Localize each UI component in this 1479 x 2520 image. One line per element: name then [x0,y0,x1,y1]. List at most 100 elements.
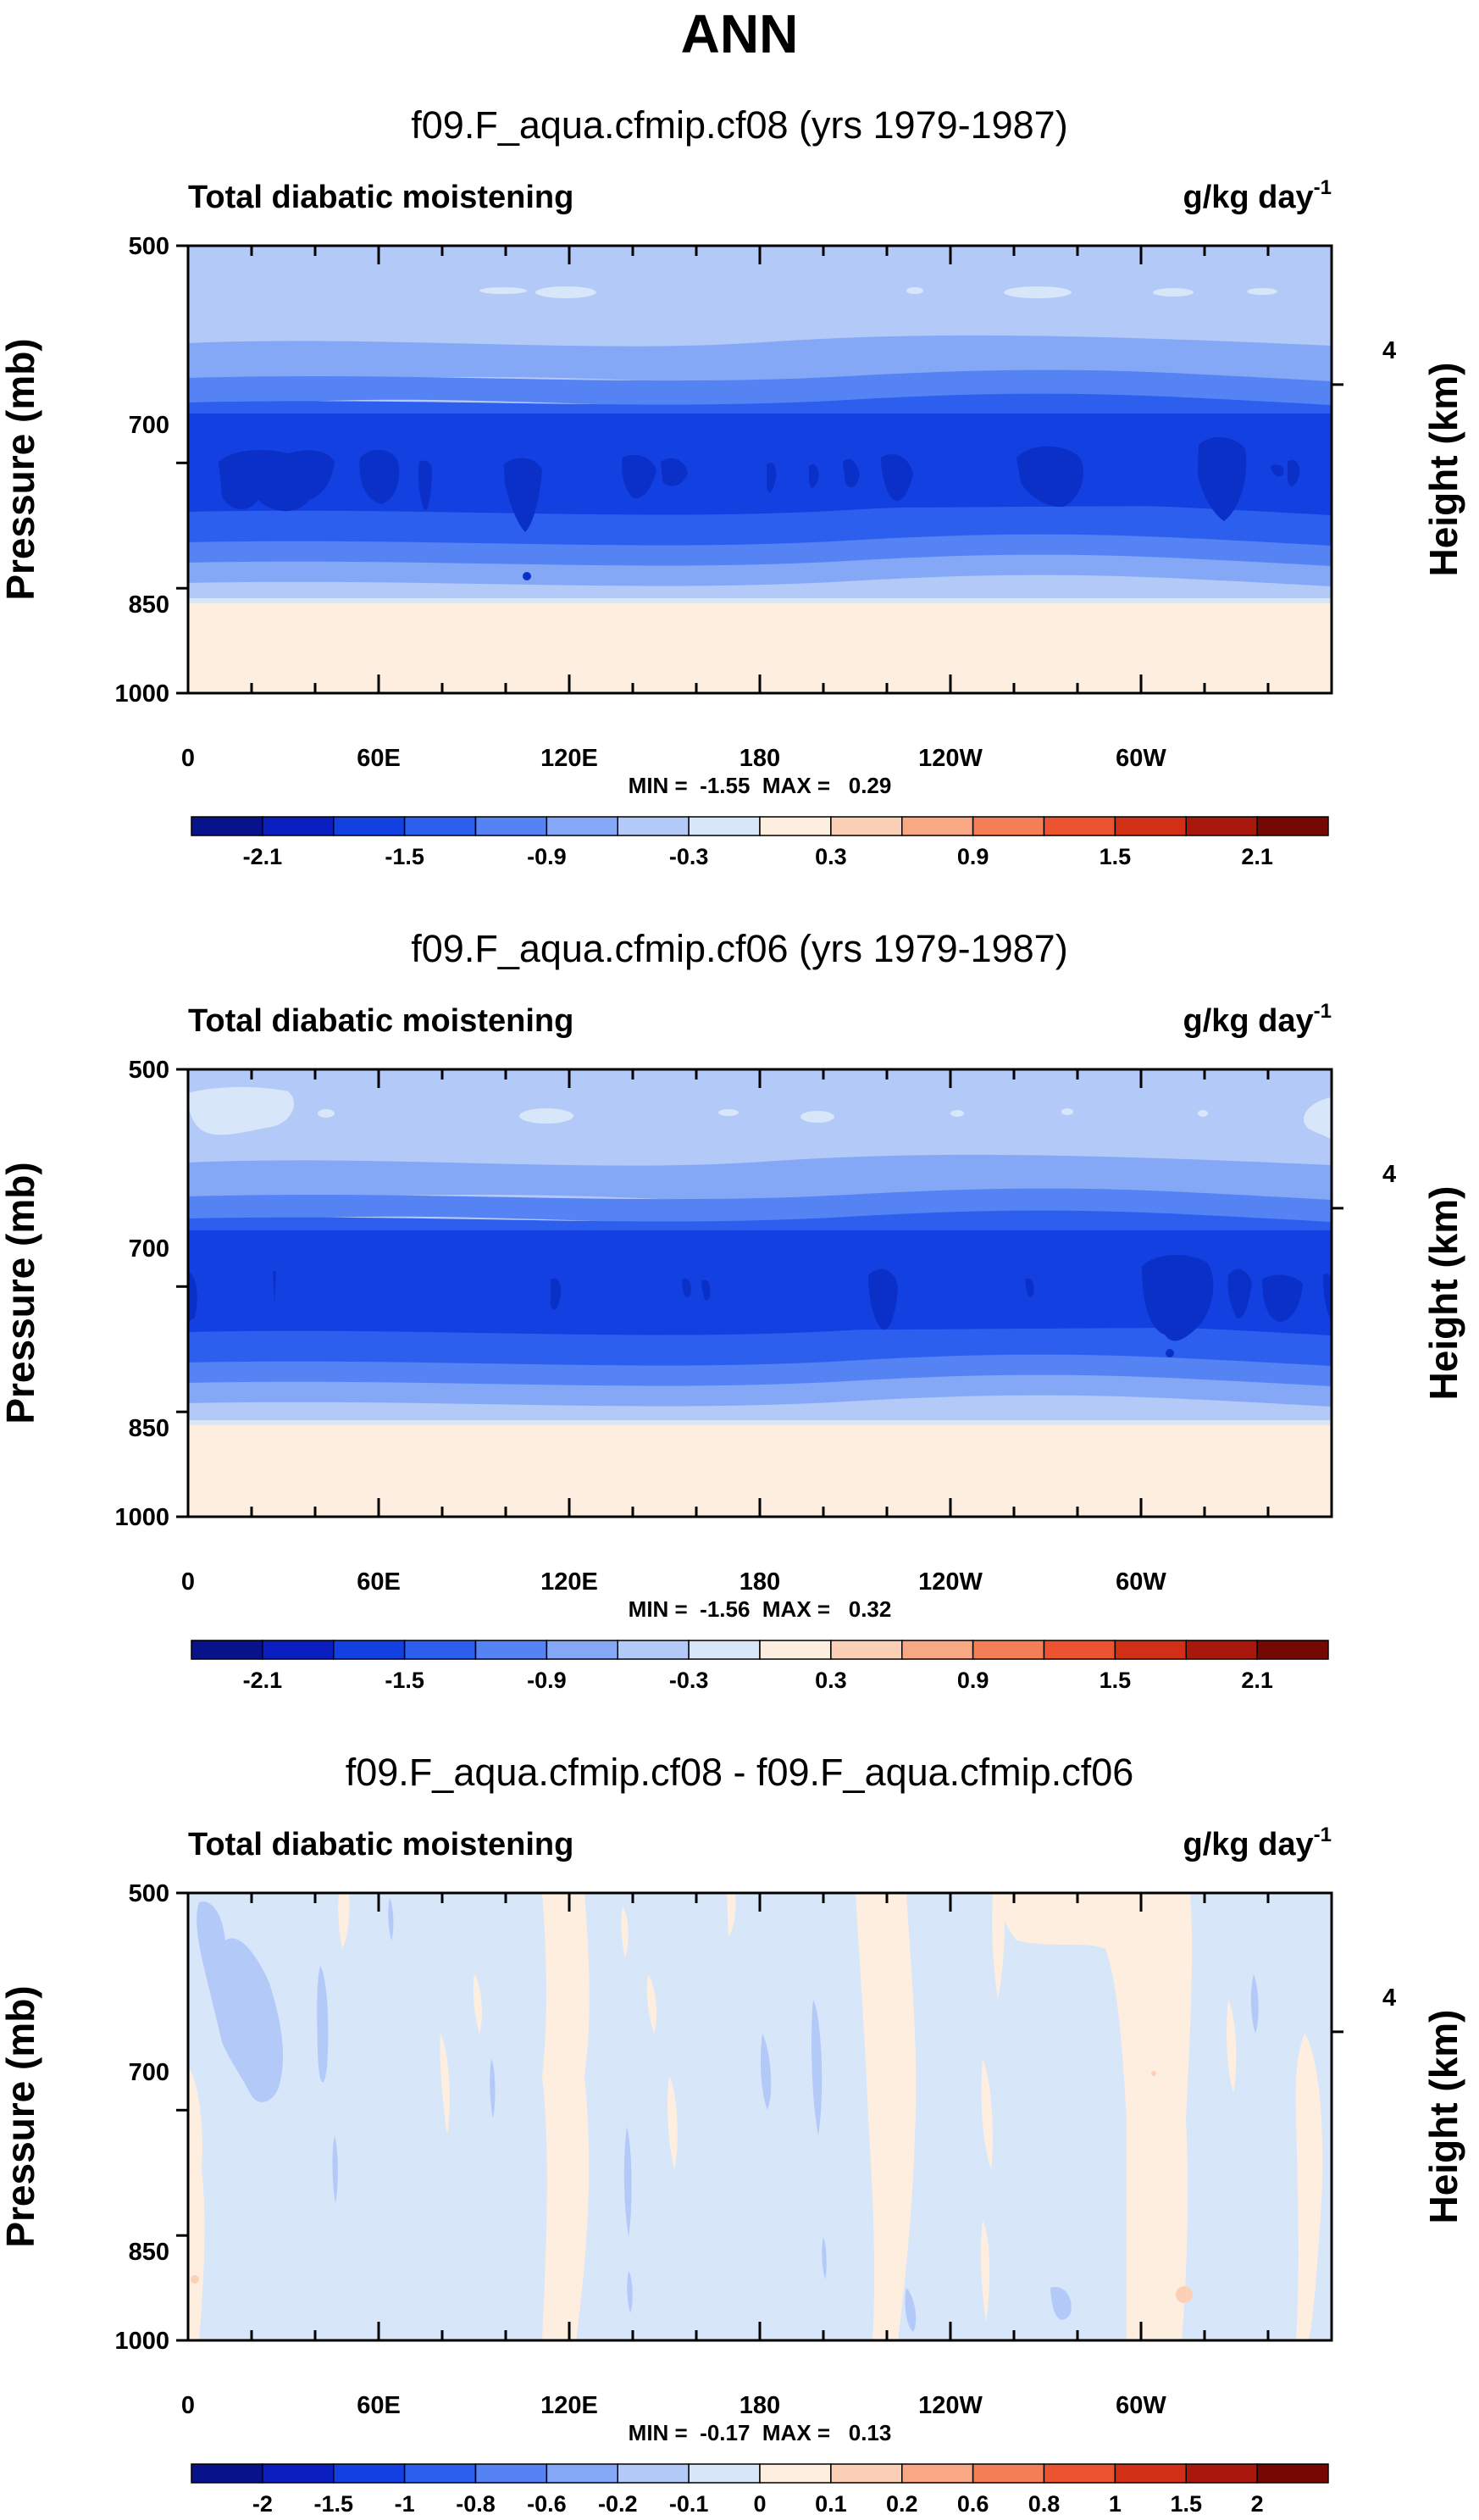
panel-3-colorbar: -2 -1.5 -1 -0.8 -0.6 -0.2 -0.1 0 0.1 0.2 0.6 0.8 1 1.… [191,2463,1329,2517]
panel-1-min-max: MIN = -1.55 MAX = 0.29 [629,773,892,798]
panel-3-y2-axis-title: Height (km) [1421,2010,1465,2224]
panel-1-colorbar-label: 0.3 [815,844,847,869]
panel-1-units-exponent: -1 [1314,176,1332,199]
panel-3-ytick-1000: 1000 [114,2328,169,2355]
panel-3-units-exponent: -1 [1314,1823,1332,1846]
panel-3-colorbar-label: 0.8 [1028,2491,1061,2517]
panel-2-colorbar-label: 1.5 [1100,1668,1132,1693]
panel-2-ytick-1000: 1000 [114,1504,169,1531]
panel-2-ytick-850: 850 [129,1415,169,1442]
panel-1-colorbar-swatch [1256,816,1329,836]
panel-2-xtick-120e: 120E [540,1568,598,1596]
panel-3-colorbar-label: 1.5 [1170,2491,1202,2517]
panel-1-ytick-850: 850 [129,591,169,619]
panel-2-colorbar-swatch [546,1640,618,1660]
panel-3-xtick-60e: 60E [357,2392,401,2419]
panel-2-xtick-120w: 120W [918,1568,983,1596]
panel-2-colorbar-label: -0.9 [527,1668,567,1693]
panel-2-xtick-180: 180 [740,1568,780,1596]
panel-3-colorbar-swatch [972,2463,1045,2484]
panel-3-colorbar-swatch [830,2463,903,2484]
panel-2-xtick-0: 0 [181,1568,195,1596]
panel-2-variable-label: Total diabatic moistening [188,1003,573,1039]
panel-1-y2-axis-title: Height (km) [1421,363,1465,577]
panel-3-colorbar-label: -0.8 [456,2491,496,2517]
panel-2-colorbar-label: -2.1 [243,1668,283,1693]
panel-3-colorbar-swatch [1185,2463,1258,2484]
panel-1-colorbar-label: -1.5 [385,844,424,869]
panel-2-colorbar-label: 0.9 [957,1668,989,1693]
panel-1-colorbar-swatch [759,816,832,836]
panel-1-colorbar-swatch [403,816,477,836]
panel-3-colorbar-label: -0.1 [669,2491,709,2517]
panel-2-min-max: MIN = -1.56 MAX = 0.32 [629,1596,892,1622]
panel-3-xtick-60w: 60W [1116,2392,1166,2419]
panel-1-colorbar-label: -2.1 [243,844,283,869]
panel-2-colorbar-label: -1.5 [385,1668,424,1693]
panel-2-xtick-60e: 60E [357,1568,401,1596]
panel-1-colorbar-swatch [474,816,548,836]
panel-3-title: f09.F_aqua.cfmip.cf08 - f09.F_aqua.cfmip… [346,1751,1134,1794]
panel-3-xtick-120e: 120E [540,2392,598,2419]
panel-3-colorbar-label: 2 [1251,2491,1264,2517]
panel-1-xtick-180: 180 [740,745,780,772]
panel-1-colorbar-swatch [901,816,974,836]
panel-2-colorbar-swatch [830,1640,903,1660]
panel-1-xtick-60w: 60W [1116,745,1166,772]
panel-3-y2tick-4: 4 [1382,1984,1396,2012]
panel-2-colorbar-label: -0.3 [669,1668,709,1693]
panel-2-colorbar-label: 2.1 [1241,1668,1273,1693]
panel-1-units-main: g/kg day [1183,180,1314,215]
panel-1-colorbar-label: 2.1 [1241,844,1273,869]
panel-1-colorbar-swatch [262,816,335,836]
panel-2-colorbar-swatch [1185,1640,1258,1660]
panel-2-units-exponent: -1 [1314,1000,1332,1023]
panel-3-ytick-700: 700 [129,2059,169,2086]
panel-3-colorbar-swatch [688,2463,761,2484]
panel-3-xtick-120w: 120W [918,2392,983,2419]
panel-2-colorbar-label: 0.3 [815,1668,847,1693]
panel-2-xtick-60w: 60W [1116,1568,1166,1596]
panel-1-xtick-120e: 120E [540,745,598,772]
panel-2-units-main: g/kg day [1183,1003,1314,1039]
panel-3-ytick-850: 850 [129,2239,169,2266]
panel-3-xtick-0: 0 [181,2392,195,2419]
panel-3-colorbar-swatch [1114,2463,1187,2484]
panel-2-colorbar-swatch [1043,1640,1116,1660]
panel-1-units-label: g/kg day-1 [1183,176,1332,215]
panel-3-colorbar-label: 1 [1109,2491,1122,2517]
panel-1-colorbar-swatch [972,816,1045,836]
panel-1: f09.F_aqua.cfmip.cf08 (yrs 1979-1987) To… [0,103,1465,869]
panel-3-colorbar-label: -1 [395,2491,415,2517]
panel-1-colorbar-label: -0.9 [527,844,567,869]
panel-1-ytick-1000: 1000 [114,680,169,708]
panel-3-ytick-500: 500 [129,1880,169,1907]
panel-1-colorbar-swatch [191,816,263,836]
panel-2-colorbar-swatch [617,1640,690,1660]
panel-1-colorbar-label: -0.3 [669,844,709,869]
panel-3-colorbar-swatch [759,2463,832,2484]
panel-2-colorbar: -2.1 -1.5 -0.9 -0.3 0.3 0.9 1.5 2.1 [191,1640,1329,1693]
panel-1-colorbar-swatch [830,816,903,836]
panel-3-colorbar-swatch [546,2463,618,2484]
panel-1-colorbar-swatch [333,816,406,836]
panel-2-ytick-700: 700 [129,1235,169,1263]
panel-3-variable-label: Total diabatic moistening [188,1827,573,1862]
panel-3-colorbar-swatch [474,2463,548,2484]
panel-3-colorbar-label: 0.2 [886,2491,918,2517]
panel-2-y2-axis-title: Height (km) [1421,1186,1465,1401]
panel-2-colorbar-swatch [403,1640,477,1660]
panel-3-colorbar-label: -0.6 [527,2491,567,2517]
panel-3-units-label: g/kg day-1 [1183,1823,1332,1862]
panel-1-colorbar-swatch [1043,816,1116,836]
panel-3-colorbar-label: 0.6 [957,2491,989,2517]
panel-3-colorbar-swatch [901,2463,974,2484]
panel-2-units-label: g/kg day-1 [1183,1000,1332,1039]
panel-2-colorbar-swatch [262,1640,335,1660]
panel-1-xtick-60e: 60E [357,745,401,772]
panel-1-colorbar-swatch [546,816,618,836]
panel-3-colorbar-label: 0 [753,2491,766,2517]
panel-3-contour-fill [188,1893,1332,2340]
panel-2-colorbar-swatch [972,1640,1045,1660]
